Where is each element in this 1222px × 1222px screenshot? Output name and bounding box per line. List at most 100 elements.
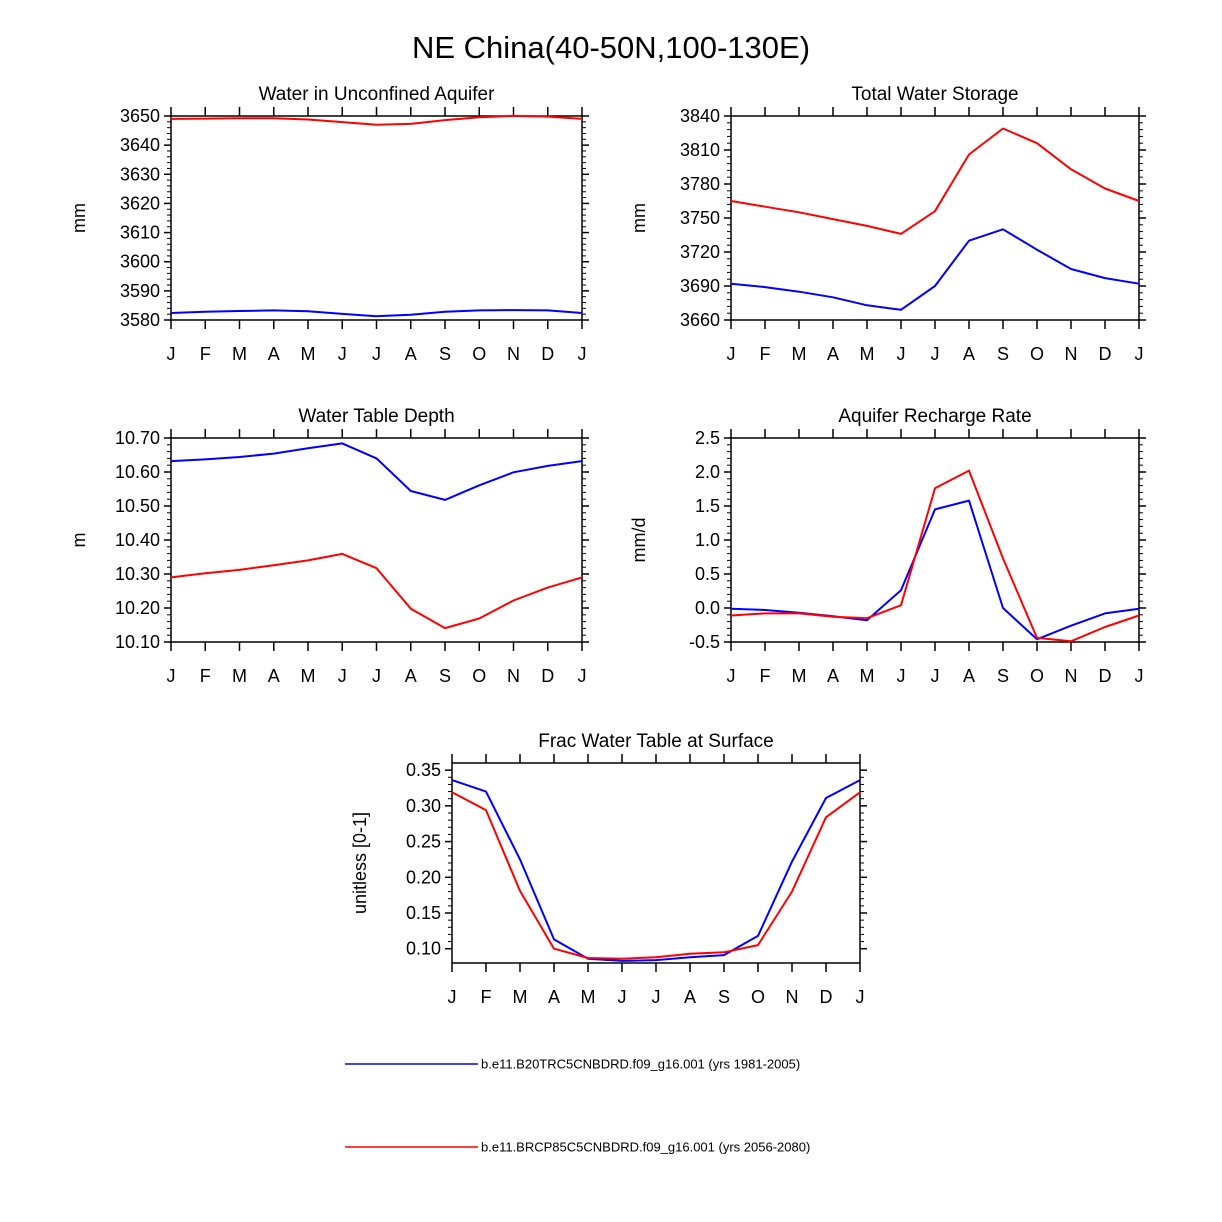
x-tick-label: S bbox=[718, 987, 730, 1007]
series-line-historical bbox=[730, 499, 1140, 641]
x-tick-label: S bbox=[997, 666, 1009, 686]
panel-title: Total Water Storage bbox=[851, 84, 1018, 105]
x-tick-label: M bbox=[860, 344, 875, 364]
series-line-future bbox=[451, 791, 861, 960]
x-tick-label: A bbox=[827, 344, 839, 364]
y-axis-label: unitless [0-1] bbox=[350, 812, 370, 914]
legend-label-future: b.e11.BRCP85C5CNBDRD.f09_g16.001 (yrs 20… bbox=[481, 1140, 810, 1155]
x-tick-label: M bbox=[232, 666, 247, 686]
x-tick-label: J bbox=[167, 666, 176, 686]
y-tick-label: 3840 bbox=[680, 106, 720, 126]
x-tick-label: O bbox=[1030, 344, 1044, 364]
plot-frame bbox=[730, 115, 1140, 321]
y-tick-label: 10.30 bbox=[115, 564, 160, 584]
y-axis-label: mm/d bbox=[629, 518, 649, 563]
x-tick-label: F bbox=[200, 344, 211, 364]
y-tick-label: 0.35 bbox=[406, 760, 441, 780]
x-tick-label: O bbox=[751, 987, 765, 1007]
series-line-future bbox=[170, 552, 583, 630]
y-tick-label: 0.15 bbox=[406, 903, 441, 923]
x-tick-label: M bbox=[792, 344, 807, 364]
x-tick-label: J bbox=[578, 344, 587, 364]
y-tick-label: 0.30 bbox=[406, 796, 441, 816]
x-tick-label: F bbox=[200, 666, 211, 686]
x-tick-label: D bbox=[1099, 344, 1112, 364]
series-line-future bbox=[730, 127, 1140, 235]
y-tick-label: 3630 bbox=[120, 164, 160, 184]
x-tick-label: S bbox=[439, 344, 451, 364]
x-tick-label: A bbox=[963, 666, 975, 686]
x-tick-label: D bbox=[1099, 666, 1112, 686]
x-tick-label: M bbox=[232, 344, 247, 364]
panel-total-water-storage: Total Water Storage 3660 3690 3720 3750 3780 3… bbox=[629, 84, 1146, 364]
y-axis-label: m bbox=[69, 533, 89, 548]
y-tick-label: 3650 bbox=[120, 106, 160, 126]
figure-title: NE China(40-50N,100-130E) bbox=[412, 30, 810, 65]
x-tick-label: O bbox=[472, 344, 486, 364]
x-tick-label: M bbox=[860, 666, 875, 686]
x-tick-label: N bbox=[786, 987, 799, 1007]
y-tick-label: -0.5 bbox=[689, 632, 720, 652]
x-tick-label: A bbox=[405, 666, 417, 686]
y-tick-label: 3660 bbox=[680, 310, 720, 330]
x-tick-label: J bbox=[931, 344, 940, 364]
y-tick-label: 0.5 bbox=[695, 564, 720, 584]
x-tick-label: M bbox=[581, 987, 596, 1007]
x-tick-label: A bbox=[405, 344, 417, 364]
x-tick-label: M bbox=[792, 666, 807, 686]
y-tick-label: 0.10 bbox=[406, 939, 441, 959]
panel-aquifer-recharge-rate: Aquifer Recharge Rate -0.5 0.0 0.5 1.0 1.5 2.0… bbox=[629, 406, 1146, 686]
series-line-historical bbox=[170, 442, 583, 501]
x-tick-label: O bbox=[1030, 666, 1044, 686]
x-tick-label: N bbox=[1065, 666, 1078, 686]
legend-label-historical: b.e11.B20TRC5CNBDRD.f09_g16.001 (yrs 198… bbox=[481, 1057, 800, 1072]
plot-frame bbox=[170, 115, 583, 321]
y-tick-label: 10.70 bbox=[115, 428, 160, 448]
x-tick-label: N bbox=[507, 344, 520, 364]
y-axis-label: mm bbox=[629, 203, 649, 233]
panel-title: Water in Unconfined Aquifer bbox=[259, 84, 496, 105]
y-tick-label: 3620 bbox=[120, 193, 160, 213]
x-tick-label: J bbox=[1135, 666, 1144, 686]
y-tick-label: 10.20 bbox=[115, 598, 160, 618]
y-tick-label: 3810 bbox=[680, 140, 720, 160]
x-tick-label: J bbox=[931, 666, 940, 686]
series-line-historical bbox=[451, 779, 861, 962]
y-tick-label: 0.0 bbox=[695, 598, 720, 618]
y-tick-label: 2.5 bbox=[695, 428, 720, 448]
y-tick-label: 3600 bbox=[120, 252, 160, 272]
x-tick-label: J bbox=[448, 987, 457, 1007]
panel-frac-water-table-at-surface: Frac Water Table at Surface 0.10 0.15 0.20 0… bbox=[350, 731, 867, 1007]
series-line-historical bbox=[730, 228, 1140, 311]
x-tick-label: J bbox=[372, 344, 381, 364]
x-tick-label: M bbox=[301, 666, 316, 686]
y-tick-label: 3690 bbox=[680, 276, 720, 296]
panel-title: Water Table Depth bbox=[298, 406, 454, 427]
x-tick-label: J bbox=[372, 666, 381, 686]
plot-frame bbox=[170, 437, 583, 643]
x-tick-label: J bbox=[727, 344, 736, 364]
x-tick-label: F bbox=[760, 666, 771, 686]
x-tick-label: J bbox=[897, 666, 906, 686]
y-tick-label: 1.5 bbox=[695, 496, 720, 516]
y-tick-label: 2.0 bbox=[695, 462, 720, 482]
x-tick-label: F bbox=[481, 987, 492, 1007]
y-tick-label: 3610 bbox=[120, 223, 160, 243]
series-line-future bbox=[730, 469, 1140, 643]
panel-water-table-depth: Water Table Depth 10.10 10.20 10.30 10.40 10.… bbox=[69, 406, 589, 686]
panel-title: Aquifer Recharge Rate bbox=[838, 406, 1031, 427]
x-tick-label: A bbox=[268, 666, 280, 686]
y-tick-label: 0.25 bbox=[406, 832, 441, 852]
x-tick-label: A bbox=[963, 344, 975, 364]
y-tick-label: 0.20 bbox=[406, 867, 441, 887]
x-tick-label: S bbox=[997, 344, 1009, 364]
x-tick-label: D bbox=[820, 987, 833, 1007]
x-tick-label: N bbox=[507, 666, 520, 686]
y-tick-label: 3780 bbox=[680, 174, 720, 194]
x-tick-label: D bbox=[541, 344, 554, 364]
x-tick-label: A bbox=[827, 666, 839, 686]
x-tick-label: A bbox=[548, 987, 560, 1007]
x-tick-label: J bbox=[618, 987, 627, 1007]
y-tick-label: 3720 bbox=[680, 242, 720, 262]
